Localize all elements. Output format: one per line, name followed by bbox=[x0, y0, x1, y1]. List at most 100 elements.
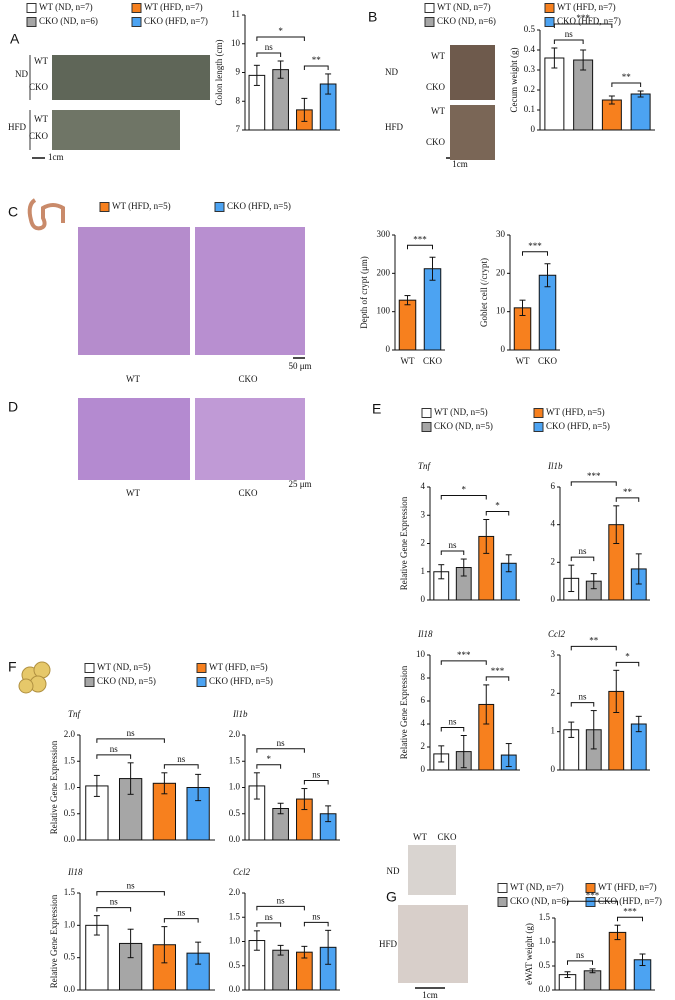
legend-label: WT (ND, n=5) bbox=[97, 662, 151, 672]
chart-title: Il18 bbox=[67, 867, 83, 877]
y-tick-label: 0.0 bbox=[64, 984, 76, 994]
y-tick-label: 0.5 bbox=[539, 960, 551, 970]
legend-label: CKO (ND, n=5) bbox=[434, 421, 493, 431]
sig-bracket bbox=[553, 39, 584, 44]
sig-label: ** bbox=[589, 635, 599, 645]
legend-label: CKO (HFD, n=7) bbox=[557, 16, 621, 26]
error-bar bbox=[519, 299, 526, 316]
image-label: HFD bbox=[379, 939, 398, 949]
sig-bracket bbox=[440, 550, 465, 556]
legend-label: WT (HFD, n=7) bbox=[144, 2, 203, 12]
y-axis-label: Colon length (cm) bbox=[214, 40, 224, 106]
error-bar bbox=[483, 684, 490, 725]
image bbox=[78, 398, 190, 480]
sig-bracket bbox=[570, 702, 595, 707]
image bbox=[408, 845, 456, 895]
y-axis-label: Depth of crypt (μm) bbox=[359, 256, 369, 329]
y-tick-label: 1.0 bbox=[539, 936, 551, 946]
sig-label: ** bbox=[312, 55, 322, 65]
sig-label: ** bbox=[623, 487, 633, 497]
y-tick-label: 0 bbox=[501, 344, 506, 354]
error-bar bbox=[277, 802, 284, 815]
panel-label: C bbox=[8, 204, 18, 220]
image-label: 50 μm bbox=[288, 361, 311, 371]
legend-label: WT (HFD, n=7) bbox=[598, 882, 657, 892]
sig-bracket bbox=[303, 65, 329, 70]
y-tick-label: 1 bbox=[551, 726, 556, 736]
sig-label: ns bbox=[110, 744, 119, 754]
legend-label: CKO (HFD, n=7) bbox=[598, 896, 662, 906]
sig-label: ns bbox=[177, 908, 186, 918]
image-label: ND bbox=[387, 866, 400, 876]
chart-title: Tnf bbox=[418, 461, 432, 471]
sig-label: * bbox=[267, 754, 272, 764]
y-tick-label: 1 bbox=[421, 566, 426, 576]
sig-bracket bbox=[96, 907, 132, 912]
y-axis-label: Relative Gene Expression bbox=[399, 665, 409, 759]
y-tick-label: 0 bbox=[551, 594, 556, 604]
sig-label: ns bbox=[127, 728, 136, 738]
sig-label: ns bbox=[265, 42, 274, 52]
image-label: CKO bbox=[29, 82, 49, 92]
legend-label: CKO (ND, n=6) bbox=[510, 896, 569, 906]
sig-bracket bbox=[303, 780, 329, 785]
sig-bracket bbox=[522, 251, 548, 256]
legend-label: WT (ND, n=5) bbox=[434, 407, 488, 417]
y-axis-label: Goblet cell (/crypt) bbox=[479, 258, 489, 327]
legend-swatch bbox=[585, 883, 596, 893]
sig-bracket bbox=[440, 727, 465, 732]
legend-label: WT (ND, n=7) bbox=[510, 882, 564, 892]
y-tick-label: 0.5 bbox=[64, 808, 76, 818]
error-bar bbox=[127, 928, 134, 959]
sig-label: ns bbox=[576, 950, 585, 960]
sig-label: *** bbox=[528, 241, 542, 251]
fat-icon bbox=[18, 661, 51, 694]
error-bar bbox=[277, 60, 284, 79]
error-bar bbox=[551, 47, 558, 69]
y-tick-label: 1.0 bbox=[64, 919, 76, 929]
sig-bracket bbox=[256, 748, 305, 753]
y-tick-label: 6 bbox=[551, 481, 556, 491]
y-tick-label: 0.0 bbox=[229, 984, 241, 994]
legend-label: CKO (HFD, n=5) bbox=[209, 676, 273, 686]
chart-title: Il18 bbox=[417, 629, 433, 639]
legend-swatch bbox=[26, 3, 37, 13]
y-tick-label: 0.5 bbox=[229, 960, 241, 970]
legend-label: WT (HFD, n=5) bbox=[209, 662, 268, 672]
y-tick-label: 0 bbox=[531, 124, 536, 134]
sig-bracket bbox=[611, 82, 642, 87]
y-axis-label: Cecum weight (g) bbox=[509, 48, 519, 113]
image-label: WT bbox=[34, 114, 48, 124]
image-label: CKO bbox=[29, 131, 49, 141]
sig-bracket bbox=[256, 905, 305, 911]
image-label: WT bbox=[431, 106, 445, 116]
image-label: CKO bbox=[238, 374, 258, 384]
image-label: 1cm bbox=[48, 152, 64, 162]
y-tick-label: 4 bbox=[421, 481, 426, 491]
error-bar bbox=[483, 518, 490, 554]
sig-label: * bbox=[462, 485, 467, 495]
sig-label: ns bbox=[312, 911, 321, 921]
error-bar bbox=[253, 930, 260, 951]
bar bbox=[423, 268, 442, 351]
y-tick-label: 2 bbox=[551, 687, 556, 697]
sig-bracket bbox=[553, 23, 613, 28]
sig-label: *** bbox=[413, 234, 427, 244]
sig-label: ns bbox=[448, 540, 457, 550]
y-tick-label: 0.0 bbox=[64, 834, 76, 844]
legend-swatch bbox=[421, 408, 432, 418]
error-bar bbox=[195, 941, 202, 965]
image-label: CKO bbox=[426, 82, 446, 92]
sig-label: ns bbox=[127, 881, 136, 891]
legend-swatch bbox=[585, 897, 596, 907]
image bbox=[398, 905, 468, 983]
sig-label: *** bbox=[587, 471, 601, 481]
sig-bracket bbox=[407, 244, 433, 250]
error-bar bbox=[161, 772, 168, 795]
legend-swatch bbox=[214, 202, 225, 212]
chart-title: Ccl2 bbox=[233, 867, 250, 877]
error-bar bbox=[404, 295, 411, 306]
error-bar bbox=[635, 553, 642, 585]
sig-bracket bbox=[96, 738, 165, 743]
legend-swatch bbox=[533, 408, 544, 418]
